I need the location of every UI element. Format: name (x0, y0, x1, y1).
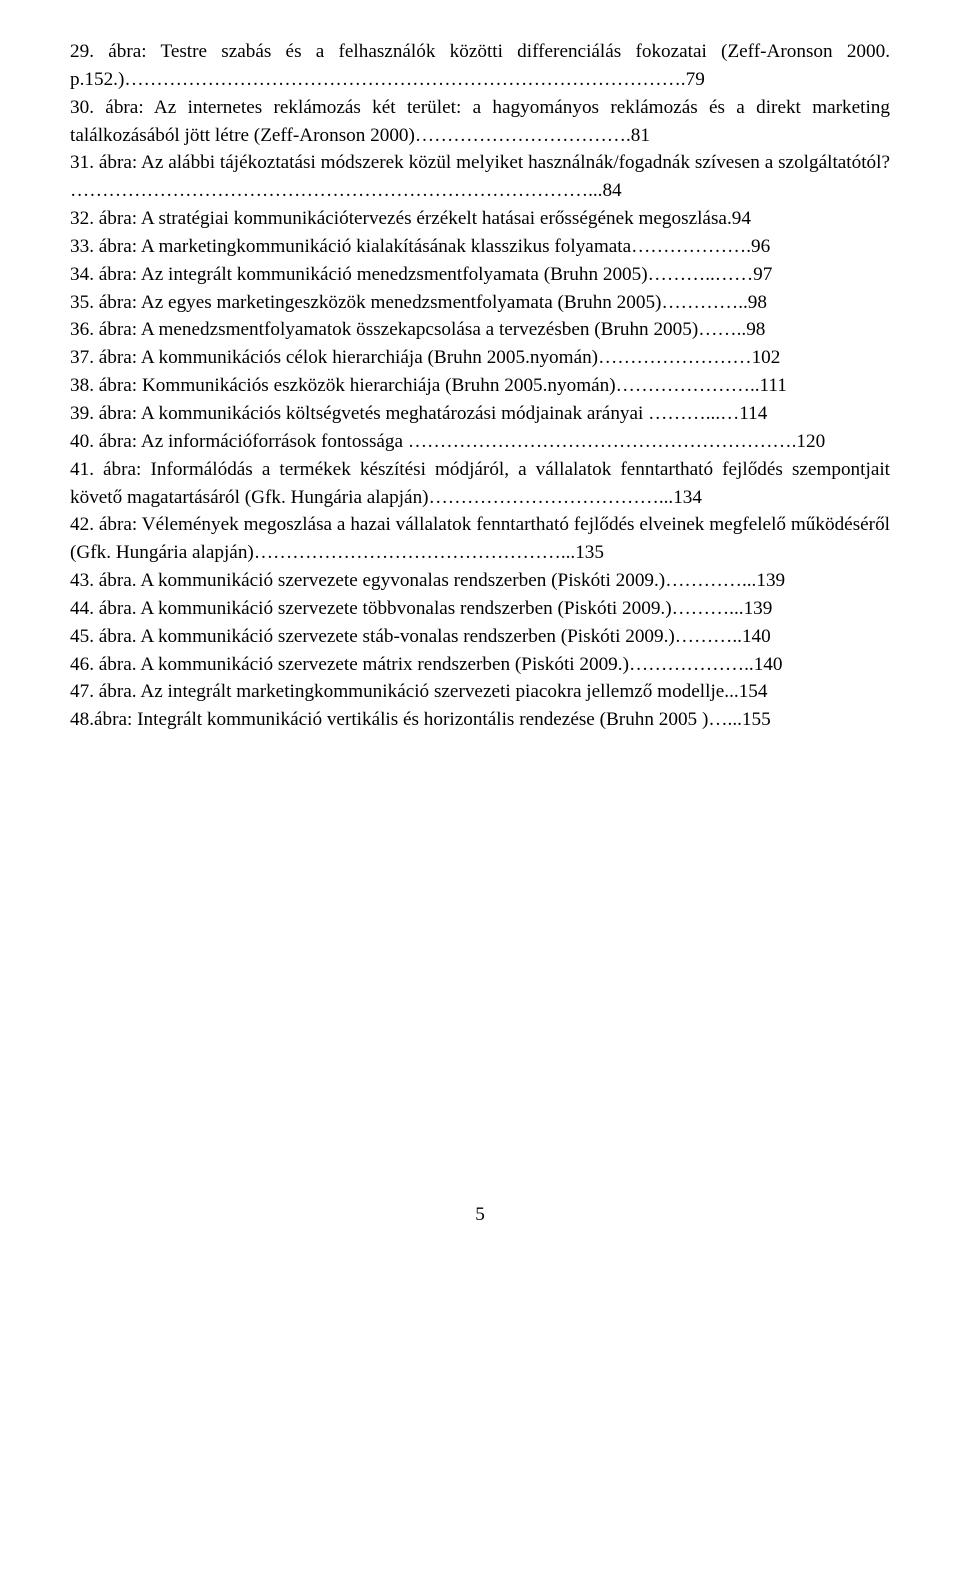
entry-label: 48.ábra: (70, 709, 132, 730)
entry-label: 36. ábra: (70, 319, 137, 340)
entry-text: A kommunikáció szervezete stáb-vonalas r… (140, 626, 674, 647)
entry-label: 43. ábra. (70, 570, 137, 591)
figure-entry: 33. ábra: A marketingkommunikáció kialak… (70, 233, 890, 261)
entry-label: 29. ábra: (70, 41, 147, 62)
figure-entry: 45. ábra. A kommunikáció szervezete stáb… (70, 623, 890, 651)
figure-entry: 32. ábra: A stratégiai kommunikációterve… (70, 205, 890, 233)
figure-entry: 29. ábra: Testre szabás és a felhasználó… (70, 38, 890, 94)
entry-page: 114 (739, 403, 767, 424)
figure-entry: 34. ábra: Az integrált kommunikáció mene… (70, 261, 890, 289)
dot-leader: …… (698, 319, 736, 340)
figure-entry: 38. ábra: Kommunikációs eszközök hierarc… (70, 372, 890, 400)
entry-page: ..139 (734, 598, 772, 619)
entry-page: ...139 (742, 570, 785, 591)
figure-entry: 42. ábra: Vélemények megoszlása a hazai … (70, 511, 890, 567)
dot-leader: …………………………………………………… (403, 431, 792, 452)
entry-page: .94 (727, 208, 751, 229)
entry-label: 41. ábra: (70, 459, 141, 480)
figure-entry: 30. ábra: Az internetes reklámozás két t… (70, 94, 890, 150)
entry-text: A kommunikációs célok hierarchiája (Bruh… (141, 347, 598, 368)
dot-leader: ………… (665, 570, 742, 591)
figure-entry: 44. ábra. A kommunikáció szervezete több… (70, 595, 890, 623)
entry-page: ..98 (737, 319, 766, 340)
figure-entry: 31. ábra: Az alábbi tájékoztatási módsze… (70, 149, 890, 205)
entry-page: .96 (746, 236, 770, 257)
entry-text: A kommunikációs költségvetés meghatározá… (141, 403, 643, 424)
entry-page: ...135 (561, 542, 604, 563)
dot-leader: ………..…… (648, 264, 754, 285)
dot-leader: … (708, 709, 727, 730)
figure-entry: 36. ábra: A menedzsmentfolyamatok összek… (70, 316, 890, 344)
entry-label: 37. ábra: (70, 347, 137, 368)
dot-leader: ………………………………………… (254, 542, 561, 563)
dot-leader: ………………… (616, 375, 750, 396)
entry-text: Az információforrások fontossága (141, 431, 403, 452)
dot-leader: ……………………………… (429, 487, 659, 508)
dot-leader: ……………… (631, 236, 746, 257)
entry-page: ..98 (738, 292, 767, 313)
entry-page: .140 (737, 626, 771, 647)
entry-label: 33. ábra: (70, 236, 137, 257)
figure-list: 29. ábra: Testre szabás és a felhasználó… (70, 38, 890, 734)
entry-page: ..140 (744, 654, 782, 675)
entry-label: 30. ábra: (70, 97, 144, 118)
entry-page: .79 (681, 69, 705, 90)
entry-page: ...155 (728, 709, 771, 730)
dot-leader: ………… (661, 292, 738, 313)
figure-entry: 40. ábra: Az információforrások fontossá… (70, 428, 890, 456)
entry-text: Integrált kommunikáció vertikális és hor… (137, 709, 708, 730)
entry-text: Kommunikációs eszközök hierarchiája (Bru… (142, 375, 616, 396)
entry-label: 39. ábra: (70, 403, 137, 424)
entry-page: 102 (752, 347, 781, 368)
entry-page: ...154 (724, 681, 767, 702)
entry-label: 31. ábra: (70, 152, 137, 173)
dot-leader: ……………… (629, 654, 744, 675)
dot-leader: …………………………………………………………………………… (124, 69, 680, 90)
entry-label: 45. ábra. (70, 626, 137, 647)
dot-leader: ………. (672, 598, 734, 619)
figure-entry: 46. ábra. A kommunikáció szervezete mátr… (70, 651, 890, 679)
entry-text: A kommunikáció szervezete többvonalas re… (140, 598, 671, 619)
dot-leader: ……………………………………………………………………… (70, 180, 588, 201)
entry-label: 40. ábra: (70, 431, 137, 452)
dot-leader: ………...… (643, 403, 739, 424)
dot-leader: ………. (675, 626, 737, 647)
entry-text: A marketingkommunikáció kialakításának k… (141, 236, 631, 257)
entry-page: ...84 (588, 180, 622, 201)
figure-entry: 48.ábra: Integrált kommunikáció vertikál… (70, 706, 890, 734)
entry-text: Az integrált marketingkommunikáció szerv… (140, 681, 724, 702)
figure-entry: 47. ábra. Az integrált marketingkommunik… (70, 678, 890, 706)
entry-label: 42. ábra: (70, 514, 137, 535)
entry-label: 38. ábra: (70, 375, 137, 396)
figure-entry: 41. ábra: Informálódás a termékek készít… (70, 456, 890, 512)
entry-text: Az egyes marketingeszközök menedzsmentfo… (141, 292, 662, 313)
figure-entry: 35. ábra: Az egyes marketingeszközök men… (70, 289, 890, 317)
entry-page: ..111 (750, 375, 787, 396)
entry-text: A menedzsmentfolyamatok összekapcsolása … (141, 319, 698, 340)
entry-text: A kommunikáció szervezete egyvonalas ren… (140, 570, 665, 591)
dot-leader: …………………… (598, 347, 752, 368)
page-number: 5 (70, 1204, 890, 1226)
entry-text: A kommunikáció szervezete mátrix rendsze… (140, 654, 629, 675)
entry-label: 46. ábra. (70, 654, 137, 675)
entry-label: 32. ábra: (70, 208, 137, 229)
figure-entry: 39. ábra: A kommunikációs költségvetés m… (70, 400, 890, 428)
entry-label: 44. ábra. (70, 598, 137, 619)
entry-page: .81 (626, 125, 650, 146)
figure-entry: 37. ábra: A kommunikációs célok hierarch… (70, 344, 890, 372)
entry-text: Az alábbi tájékoztatási módszerek közül … (141, 152, 890, 173)
entry-page: ...134 (659, 487, 702, 508)
entry-page: .120 (792, 431, 826, 452)
entry-text: A stratégiai kommunikációtervezés érzéke… (141, 208, 727, 229)
entry-label: 47. ábra. (70, 681, 137, 702)
entry-label: 34. ábra: (70, 264, 137, 285)
entry-text: Az integrált kommunikáció menedzsmentfol… (141, 264, 648, 285)
dot-leader: …………………………… (415, 125, 626, 146)
figure-entry: 43. ábra. A kommunikáció szervezete egyv… (70, 567, 890, 595)
entry-page: 97 (753, 264, 772, 285)
entry-label: 35. ábra: (70, 292, 137, 313)
document-page: 29. ábra: Testre szabás és a felhasználó… (0, 0, 960, 1266)
